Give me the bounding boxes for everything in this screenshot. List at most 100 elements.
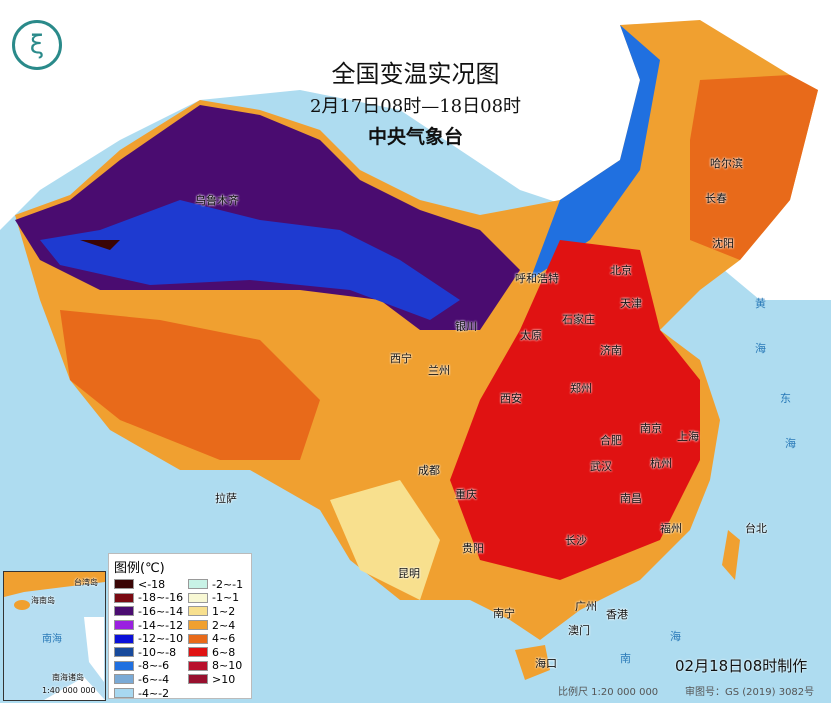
legend-item: -12~-10: [114, 632, 188, 645]
sea-label: 海: [785, 437, 796, 450]
legend-label: <-18: [138, 577, 166, 591]
warm-region-east: [450, 240, 700, 580]
land-neighbor: [0, 0, 831, 300]
legend-swatch: [114, 606, 134, 617]
legend-swatch: [188, 674, 208, 685]
sea-label: 东: [780, 392, 791, 405]
legend-item: -6~-4: [114, 673, 188, 686]
legend-label: 6~8: [212, 645, 236, 659]
sea-label: 南: [620, 652, 631, 665]
inset-label: 南海诸岛: [52, 673, 84, 682]
city-label: 西宁: [390, 352, 412, 365]
city-label: 福州: [660, 522, 682, 535]
city-label: 郑州: [570, 382, 592, 395]
inset-borneo: [44, 677, 105, 700]
warm-region-northeast: [690, 75, 818, 260]
legend-label: 4~6: [212, 632, 236, 646]
cold-region-core: [40, 200, 460, 320]
city-label: 天津: [620, 297, 642, 310]
legend-item: 6~8: [188, 646, 250, 659]
city-label: 沈阳: [712, 237, 734, 250]
legend-item: 2~4: [188, 619, 250, 632]
legend-label: -8~-6: [138, 659, 170, 673]
legend-label: -6~-4: [138, 672, 170, 686]
city-label: 南京: [640, 422, 662, 435]
legend-swatch: [114, 688, 134, 699]
cold-region-northeast: [530, 25, 660, 280]
city-label: 南昌: [620, 492, 642, 505]
city-label: 长沙: [565, 534, 587, 547]
map-period: 2月17日08时—18日08时: [309, 96, 522, 117]
legend: 图例(℃) <-18 -2~-1 -18~-16 -1~1 -16~-14 1~2 -14~…: [108, 553, 252, 700]
legend-title: 图例(℃): [114, 561, 165, 576]
mild-region-southwest: [330, 480, 440, 600]
legend-item: -8~-6: [114, 659, 188, 673]
inset-philippines: [84, 617, 104, 682]
city-label: 合肥: [600, 434, 622, 447]
city-label: 昆明: [398, 567, 420, 580]
city-label: 长春: [705, 192, 727, 205]
legend-swatch: [188, 660, 208, 671]
legend-label: -12~-10: [138, 632, 184, 646]
legend-label: -14~-12: [138, 618, 184, 632]
cma-logo: ξ: [12, 20, 62, 70]
warm-region-tibet: [60, 310, 320, 460]
city-label: 澳门: [568, 624, 590, 637]
legend-item: 8~10: [188, 659, 250, 673]
legend-swatch: [114, 579, 134, 590]
legend-item: -10~-8: [114, 646, 188, 659]
legend-item: -4~-2: [114, 687, 188, 700]
hainan: [515, 645, 550, 680]
inset-label: 海南岛: [31, 596, 55, 605]
city-label: 济南: [600, 344, 622, 357]
made-time: 02月18日08时制作: [675, 657, 808, 675]
city-label: 乌鲁木齐: [195, 194, 239, 207]
legend-swatch: [188, 579, 208, 590]
legend-label: >10: [212, 672, 236, 686]
map-scale: 比例尺 1:20 000 000: [558, 687, 659, 698]
city-label: 西安: [500, 392, 522, 405]
legend-item: 1~2: [188, 605, 250, 618]
city-label: 石家庄: [562, 313, 595, 326]
legend-label: -4~-2: [138, 686, 170, 700]
sea-label: 黄: [755, 297, 766, 310]
legend-swatch: [114, 674, 134, 685]
city-label: 成都: [418, 464, 440, 477]
city-label: 武汉: [590, 460, 612, 473]
map-agency: 中央气象台: [367, 126, 463, 148]
city-label: 香港: [606, 608, 628, 621]
legend-label: -1~1: [212, 591, 240, 605]
city-label: 上海: [677, 430, 699, 443]
city-label: 重庆: [455, 488, 477, 501]
legend-item: -16~-14: [114, 605, 188, 618]
inset-label: 台湾岛: [74, 578, 98, 587]
legend-label: 8~10: [212, 659, 243, 673]
city-label: 海口: [535, 657, 557, 670]
legend-item: -2~-1: [188, 578, 250, 591]
city-label: 杭州: [650, 457, 672, 470]
legend-swatch: [114, 647, 134, 658]
legend-item: 4~6: [188, 632, 250, 645]
city-label: 南宁: [493, 607, 515, 620]
city-label: 兰州: [428, 364, 450, 377]
city-label: 银川: [455, 320, 477, 333]
legend-item: -14~-12: [114, 619, 188, 632]
inset-hainan: [14, 600, 30, 610]
legend-item: -1~1: [188, 591, 250, 605]
legend-label: 1~2: [212, 604, 236, 618]
legend-item: -18~-16: [114, 591, 188, 604]
legend-label: -16~-14: [138, 604, 184, 618]
city-label: 太原: [520, 329, 542, 342]
sea-label: 海: [670, 630, 681, 643]
legend-label: 2~4: [212, 618, 236, 632]
legend-swatch: [188, 633, 208, 644]
map-approval-number: 审图号：GS (2019) 3082号: [685, 687, 815, 698]
legend-swatch: [188, 647, 208, 658]
city-label: 北京: [610, 264, 632, 277]
inset-land: [4, 572, 105, 597]
city-label: 哈尔滨: [710, 157, 743, 170]
legend-swatch: [114, 592, 134, 603]
legend-swatch: [188, 606, 208, 617]
